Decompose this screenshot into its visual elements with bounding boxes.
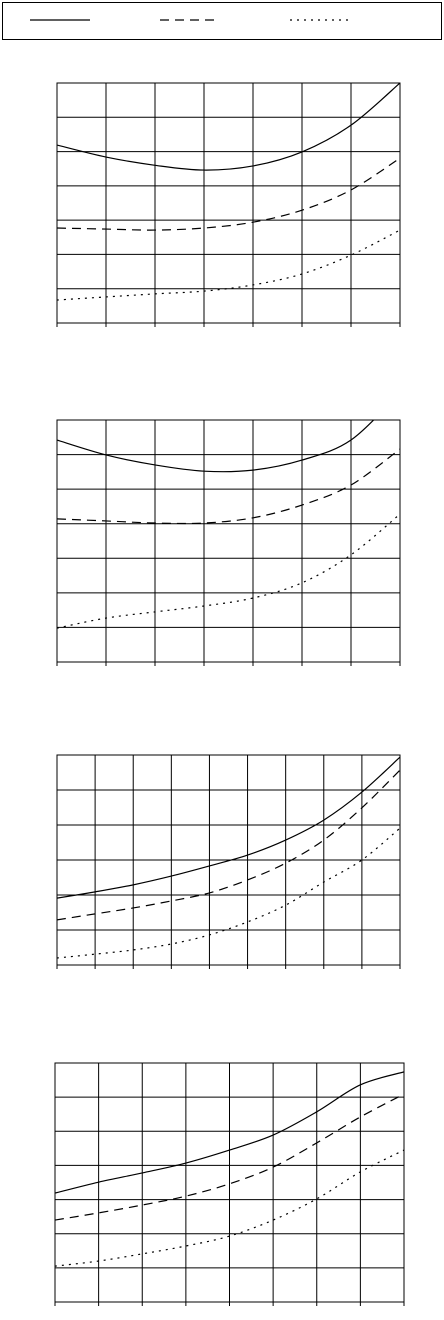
plot-frame [56,82,401,324]
chart-panel [54,1062,405,1306]
series-line [57,448,400,525]
plot-frame [54,1062,405,1303]
series-line [55,1149,404,1267]
series-line [57,756,400,899]
chart-panel [56,419,401,666]
series-line [57,827,400,959]
series-line [57,157,400,231]
chart-panel [56,754,401,969]
legend [2,2,442,40]
series-line [57,83,400,171]
plot-frame [56,419,401,663]
series-line [57,513,400,629]
plot-frame [56,754,401,966]
series-line [57,420,375,473]
chart-panel [56,82,401,327]
series-line [57,229,400,301]
series-line [57,769,400,921]
series-line [55,1071,404,1194]
legend-box [2,2,442,40]
